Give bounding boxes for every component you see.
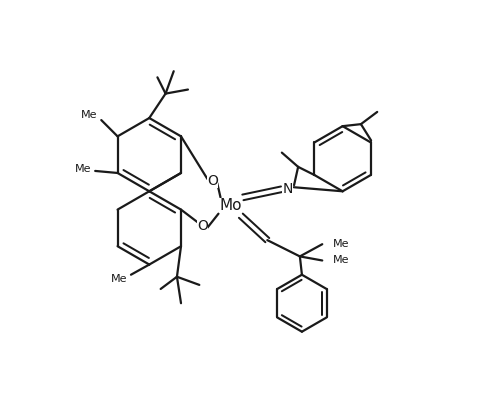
Text: Me: Me xyxy=(333,256,349,265)
Text: O: O xyxy=(207,174,218,188)
Text: Me: Me xyxy=(81,110,97,120)
Text: N: N xyxy=(282,182,293,196)
Text: Me: Me xyxy=(111,274,127,284)
Text: Me: Me xyxy=(75,164,91,174)
Text: O: O xyxy=(197,219,208,233)
Text: Me: Me xyxy=(333,239,349,249)
Text: Mo: Mo xyxy=(220,198,242,213)
